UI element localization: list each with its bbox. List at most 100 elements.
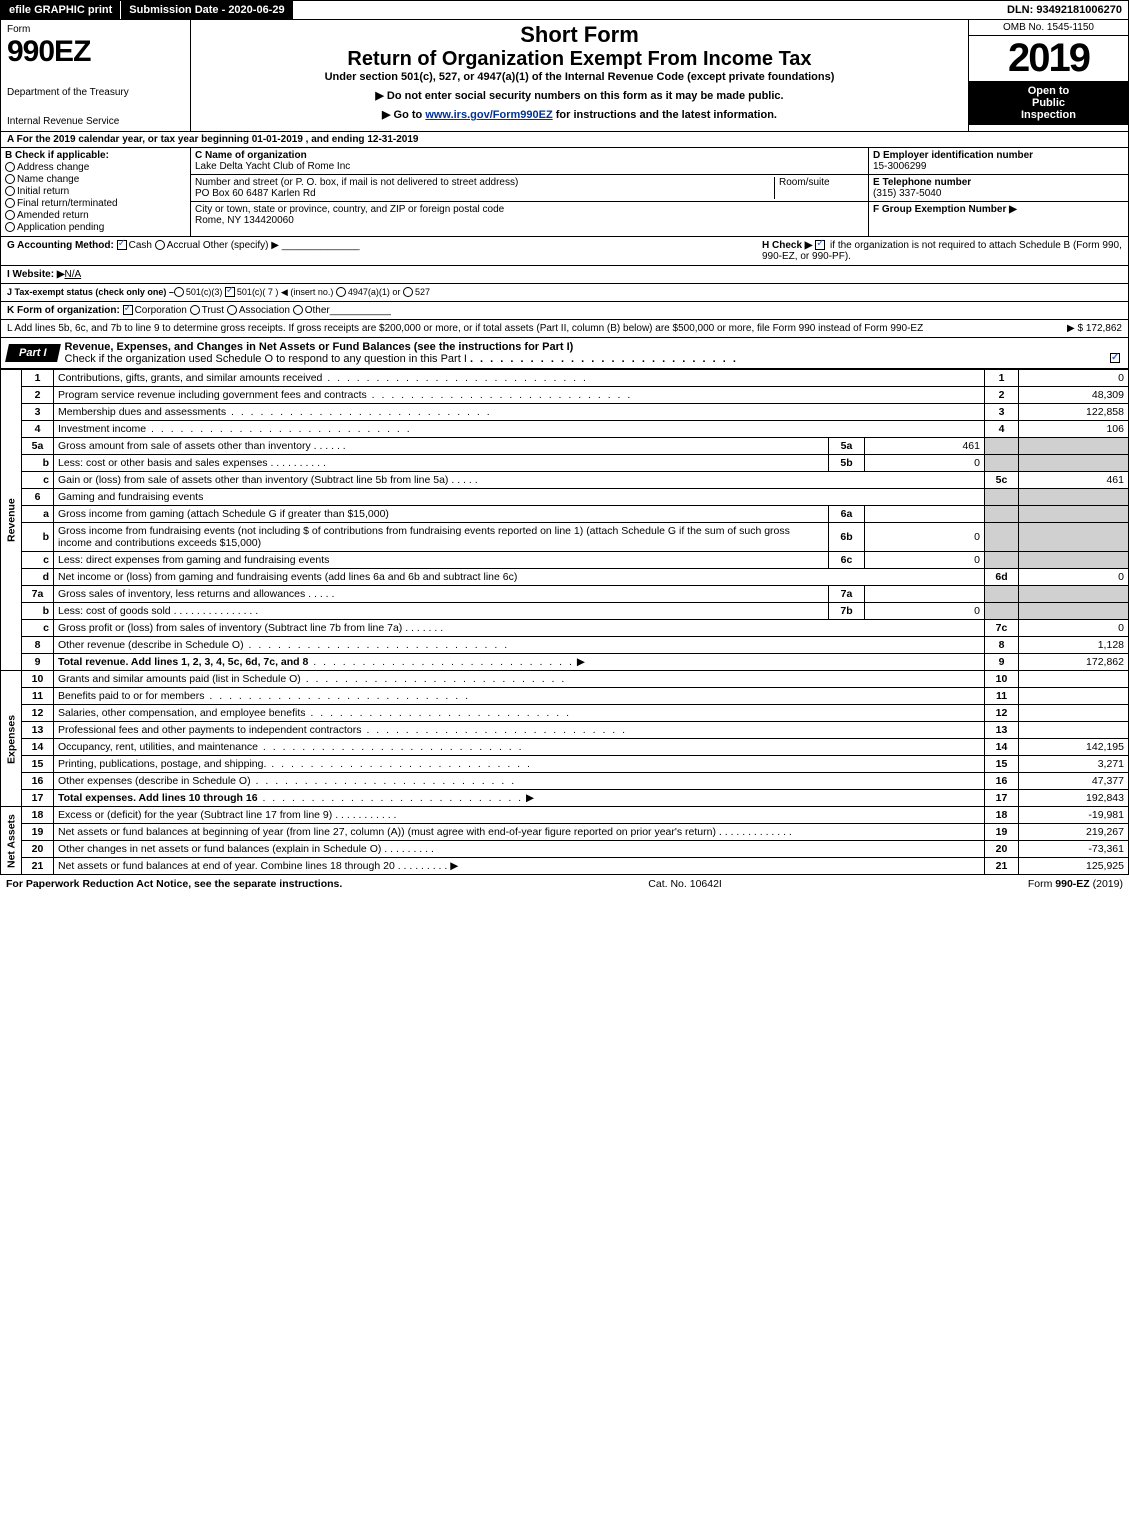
j-501c-checkbox[interactable] bbox=[225, 287, 235, 297]
k3: Association bbox=[239, 305, 290, 316]
l13-box: 13 bbox=[985, 722, 1019, 739]
l16-amt: 47,377 bbox=[1019, 773, 1129, 790]
l14-box: 14 bbox=[985, 739, 1019, 756]
l7b-ibox: 7b bbox=[829, 603, 865, 620]
tax-year: 2019 bbox=[969, 36, 1128, 81]
room-cell: Room/suite bbox=[774, 177, 864, 199]
street-cell: Number and street (or P. O. box, if mail… bbox=[195, 177, 774, 199]
submission-date-button[interactable]: Submission Date - 2020-06-29 bbox=[121, 1, 293, 19]
chk-application-pending[interactable]: Application pending bbox=[5, 222, 186, 233]
l6d-box: 6d bbox=[985, 569, 1019, 586]
l14-text: Occupancy, rent, utilities, and maintena… bbox=[58, 741, 258, 753]
city-label: City or town, state or province, country… bbox=[195, 204, 504, 215]
goto-suffix: for instructions and the latest informat… bbox=[553, 109, 777, 121]
l9-arrow: ▶ bbox=[577, 656, 585, 668]
footer-right: Form 990-EZ (2019) bbox=[1028, 878, 1123, 890]
l12-text: Salaries, other compensation, and employ… bbox=[58, 707, 305, 719]
irs-link[interactable]: www.irs.gov/Form990EZ bbox=[425, 109, 552, 121]
l21-num: 21 bbox=[22, 858, 54, 875]
addr-label: Number and street (or P. O. box, if mail… bbox=[195, 177, 518, 188]
l11-num: 11 bbox=[22, 688, 54, 705]
l11-text: Benefits paid to or for members bbox=[58, 690, 204, 702]
l6b-shade-amt bbox=[1019, 523, 1129, 552]
period-line: A For the 2019 calendar year, or tax yea… bbox=[0, 132, 1129, 148]
l5a-shade-amt bbox=[1019, 438, 1129, 455]
l5c-box: 5c bbox=[985, 472, 1019, 489]
l17-text: Total expenses. Add lines 10 through 16 bbox=[58, 792, 258, 804]
j-527-radio[interactable] bbox=[403, 287, 413, 297]
part1-schedule-o-checkbox[interactable] bbox=[1110, 353, 1120, 363]
l5a-ibox: 5a bbox=[829, 438, 865, 455]
j2: 501(c)( 7 ) ◀ (insert no.) bbox=[237, 287, 333, 298]
l7b-iamt: 0 bbox=[865, 603, 985, 620]
l13-text: Professional fees and other payments to … bbox=[58, 724, 362, 736]
l7c-text: Gross profit or (loss) from sales of inv… bbox=[58, 622, 402, 634]
l10-amt bbox=[1019, 671, 1129, 688]
goto-note: ▶ Go to www.irs.gov/Form990EZ for instru… bbox=[197, 108, 962, 121]
k-line: K Form of organization: Corporation Trus… bbox=[0, 302, 1129, 320]
l19-box: 19 bbox=[985, 824, 1019, 841]
l6d-num: d bbox=[22, 569, 54, 586]
l6c-shade-amt bbox=[1019, 552, 1129, 569]
l8-text: Other revenue (describe in Schedule O) bbox=[58, 639, 244, 651]
public: Public bbox=[971, 97, 1126, 109]
l6c-text: Less: direct expenses from gaming and fu… bbox=[54, 552, 829, 569]
accrual-label: Accrual bbox=[167, 240, 200, 251]
l8-box: 8 bbox=[985, 637, 1019, 654]
part1-header: Part I Revenue, Expenses, and Changes in… bbox=[0, 338, 1129, 369]
city-line: City or town, state or province, country… bbox=[191, 202, 868, 228]
chk-name-change[interactable]: Name change bbox=[5, 174, 186, 185]
main-title: Return of Organization Exempt From Incom… bbox=[197, 48, 962, 71]
l20-text: Other changes in net assets or fund bala… bbox=[58, 843, 381, 855]
k-corp-checkbox[interactable] bbox=[123, 305, 133, 315]
l11-box: 11 bbox=[985, 688, 1019, 705]
k-trust-radio[interactable] bbox=[190, 305, 200, 315]
entity-block: B Check if applicable: Address change Na… bbox=[0, 148, 1129, 237]
i-label: I Website: ▶ bbox=[7, 269, 65, 280]
k-other-radio[interactable] bbox=[293, 305, 303, 315]
j-4947-radio[interactable] bbox=[336, 287, 346, 297]
chk-address-change[interactable]: Address change bbox=[5, 162, 186, 173]
l5b-shade-amt bbox=[1019, 455, 1129, 472]
l21-arrow: ▶ bbox=[450, 860, 458, 872]
l2-num: 2 bbox=[22, 387, 54, 404]
l5a-iamt: 461 bbox=[865, 438, 985, 455]
j-501c3-radio[interactable] bbox=[174, 287, 184, 297]
accrual-radio[interactable] bbox=[155, 240, 165, 250]
h-checkbox[interactable] bbox=[815, 240, 825, 250]
l6d-text: Net income or (loss) from gaming and fun… bbox=[58, 571, 517, 583]
j-label: J Tax-exempt status (check only one) – bbox=[7, 287, 174, 298]
l2-box: 2 bbox=[985, 387, 1019, 404]
h-line: H Check ▶ if the organization is not req… bbox=[762, 240, 1122, 262]
l9-amt: 172,862 bbox=[1019, 654, 1129, 671]
k-assoc-radio[interactable] bbox=[227, 305, 237, 315]
l4-amt: 106 bbox=[1019, 421, 1129, 438]
l1-amt: 0 bbox=[1019, 370, 1129, 387]
ssn-note: ▶ Do not enter social security numbers o… bbox=[197, 89, 962, 102]
chk-final-return[interactable]: Final return/terminated bbox=[5, 198, 186, 209]
l7c-amt: 0 bbox=[1019, 620, 1129, 637]
l15-num: 15 bbox=[22, 756, 54, 773]
l3-amt: 122,858 bbox=[1019, 404, 1129, 421]
l6c-num: c bbox=[22, 552, 54, 569]
k4: Other bbox=[305, 305, 330, 316]
l-amount: ▶ $ 172,862 bbox=[1067, 323, 1122, 334]
chk-initial-return[interactable]: Initial return bbox=[5, 186, 186, 197]
chk-amended[interactable]: Amended return bbox=[5, 210, 186, 221]
l10-box: 10 bbox=[985, 671, 1019, 688]
l10-num: 10 bbox=[22, 671, 54, 688]
goto-prefix: ▶ Go to bbox=[382, 109, 425, 121]
c-label: C Name of organization bbox=[195, 150, 307, 161]
inspection-box: Open to Public Inspection bbox=[969, 81, 1128, 125]
l6a-shade-amt bbox=[1019, 506, 1129, 523]
website-val: N/A bbox=[65, 269, 82, 280]
l9-num: 9 bbox=[22, 654, 54, 671]
side-expenses: Expenses bbox=[1, 671, 22, 807]
l16-num: 16 bbox=[22, 773, 54, 790]
l6a-iamt bbox=[865, 506, 985, 523]
l17-num: 17 bbox=[22, 790, 54, 807]
under-section: Under section 501(c), 527, or 4947(a)(1)… bbox=[197, 71, 962, 83]
l6a-num: a bbox=[22, 506, 54, 523]
efile-print-button[interactable]: efile GRAPHIC print bbox=[1, 1, 121, 19]
cash-checkbox[interactable] bbox=[117, 240, 127, 250]
